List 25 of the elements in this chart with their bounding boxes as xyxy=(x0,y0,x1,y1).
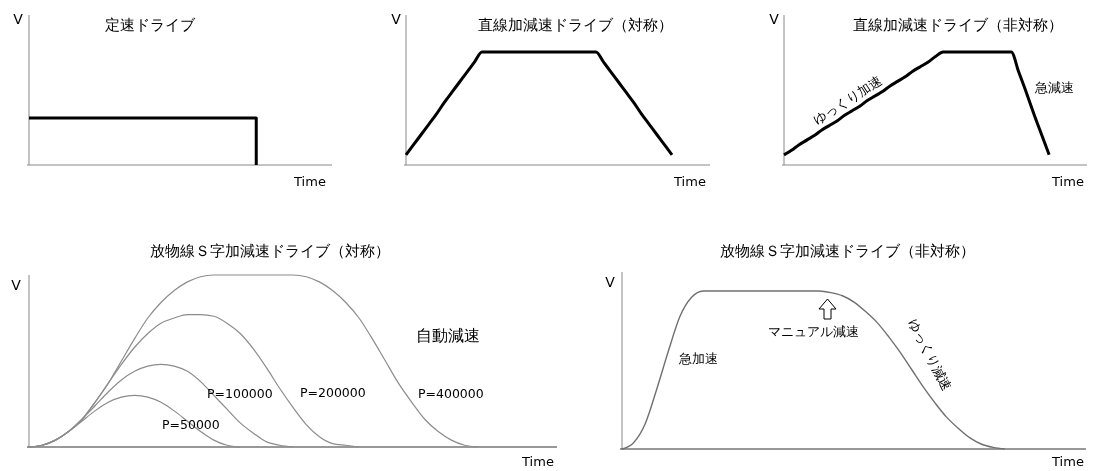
series-label: P=200000 xyxy=(300,385,366,400)
x-axis-title: Time xyxy=(1051,454,1084,469)
y-axis-title: V xyxy=(769,11,780,27)
y-axis-title: V xyxy=(13,11,24,27)
chart-title: 放物線Ｓ字加減速ドライブ（対称） xyxy=(150,242,390,260)
chart-title: 直線加減速ドライブ（対称） xyxy=(477,16,673,34)
annotation: 急減速 xyxy=(1034,80,1074,95)
chart-title: 放物線Ｓ字加減速ドライブ（非対称） xyxy=(719,242,975,260)
x-axis-title: Time xyxy=(1051,174,1084,189)
series-label: P=50000 xyxy=(162,417,220,432)
series-label: P=400000 xyxy=(418,386,484,401)
annotation: 急加速 xyxy=(678,351,718,366)
y-axis-title: V xyxy=(391,11,402,27)
annotation: ゆっくり加速 xyxy=(810,72,885,128)
y-axis-title: V xyxy=(605,274,616,290)
x-axis-title: Time xyxy=(293,174,326,189)
x-axis-title: Time xyxy=(521,454,554,469)
series-label: P=100000 xyxy=(207,386,273,401)
chart-title: 直線加減速ドライブ（非対称） xyxy=(853,16,1063,34)
annotation: ゆっくり減速 xyxy=(905,316,955,394)
chart-title: 定速ドライブ xyxy=(105,16,196,34)
x-axis-title: Time xyxy=(673,174,706,189)
y-axis-title: V xyxy=(11,277,22,293)
annotation: マニュアル減速 xyxy=(768,324,859,339)
annotation: 自動減速 xyxy=(416,326,480,345)
